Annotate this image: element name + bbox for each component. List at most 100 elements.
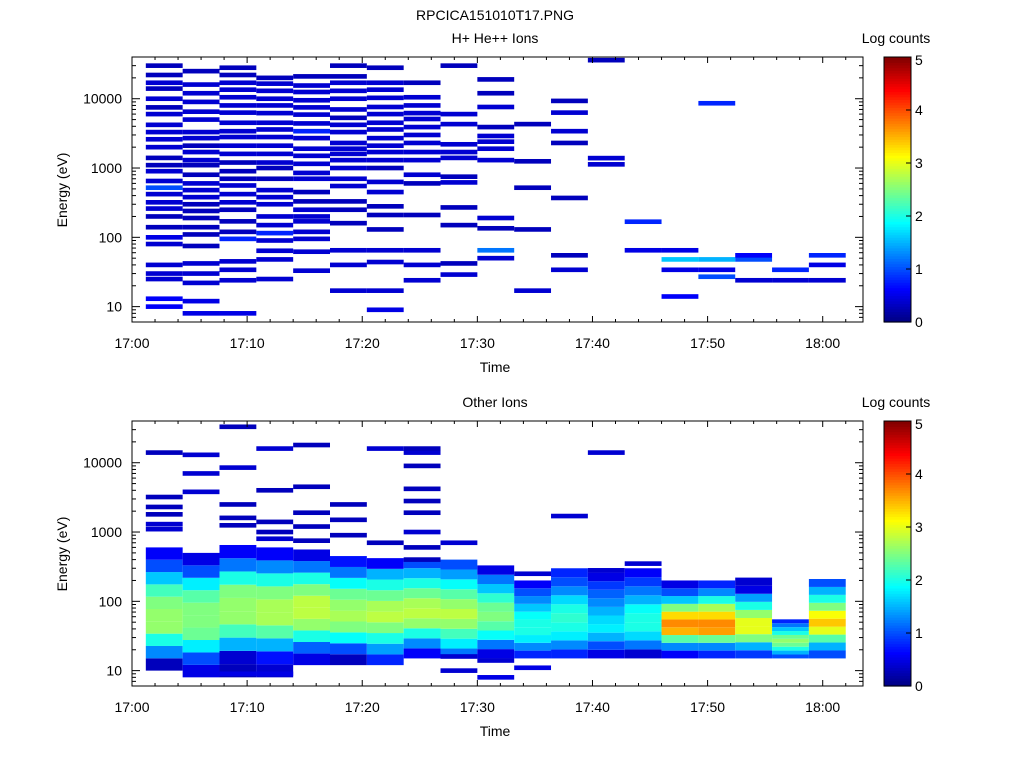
colorbar-segment (884, 574, 911, 578)
heatmap-cell (182, 172, 220, 178)
heatmap-cell (440, 205, 478, 210)
heatmap-cell (145, 168, 183, 174)
colorbar-segment (884, 316, 911, 320)
heatmap-cell (366, 127, 404, 132)
heatmap-cell (256, 638, 294, 652)
heatmap-cell (219, 207, 257, 213)
heatmap-cell (403, 628, 441, 639)
colorbar-segment (884, 614, 911, 618)
heatmap-cell (587, 589, 625, 599)
heatmap-cell (403, 103, 441, 108)
colorbar-segment (884, 529, 911, 533)
heatmap-cell (293, 97, 331, 103)
colorbar-tick-label: 3 (915, 519, 923, 535)
colorbar-segment (884, 492, 911, 496)
colorbar-segment (884, 237, 911, 241)
colorbar-segment (884, 582, 911, 586)
heatmap-cell (366, 600, 404, 612)
colorbar-segment (884, 466, 911, 470)
heatmap-cell (772, 634, 809, 639)
heatmap-cell (735, 257, 773, 262)
heatmap-cell (145, 136, 183, 142)
heatmap-cell (219, 200, 257, 205)
colorbar-segment (884, 421, 911, 425)
heatmap-cell (145, 494, 183, 500)
heatmap-cell (366, 212, 404, 218)
heatmap-cell (514, 635, 552, 643)
heatmap-cell (440, 261, 478, 266)
heatmap-cell (477, 90, 515, 96)
heatmap-cell (293, 595, 331, 608)
heatmap-cell (661, 650, 699, 659)
heatmap-cell (403, 545, 441, 550)
heatmap-cell (477, 215, 515, 221)
heatmap-cell (182, 208, 220, 214)
heatmap-cell (587, 606, 625, 616)
colorbar-segment (884, 62, 911, 66)
colorbar-segment (884, 91, 911, 95)
colorbar-segment (884, 648, 911, 653)
heatmap-cell (330, 517, 367, 523)
heatmap-cell (145, 609, 183, 622)
heatmap-cell (145, 144, 183, 150)
heatmap-cell (772, 623, 809, 628)
heatmap-cell (256, 446, 294, 451)
colorbar-label-h-he: Log counts (862, 30, 931, 46)
heatmap-cell (514, 596, 552, 604)
heatmap-cell (293, 538, 331, 543)
heatmap-cell (182, 99, 220, 105)
heatmap-cell (403, 557, 441, 562)
heatmap-cell (698, 619, 736, 628)
heatmap-cell (182, 90, 220, 96)
heatmap-cell (477, 574, 515, 584)
heatmap-cell (293, 268, 331, 274)
heatmap-cell (256, 586, 294, 600)
colorbar-segment (884, 471, 911, 475)
y-tick-label: 100 (99, 593, 123, 609)
heatmap-cell (145, 271, 183, 276)
colorbar-segment (884, 598, 911, 602)
heatmap-cell (182, 243, 220, 249)
colorbar-segment (884, 678, 911, 682)
colorbar-segment (884, 423, 911, 427)
heatmap-cell (366, 568, 404, 580)
heatmap-cell (403, 529, 441, 535)
colorbar-frame (883, 56, 912, 323)
colorbar-segment (884, 110, 911, 114)
x-tick-label: 17:00 (114, 699, 149, 715)
colorbar-segment (884, 308, 911, 312)
colorbar-frame (883, 420, 912, 687)
heatmap-cell (477, 133, 515, 139)
y-tick-label: 10000 (83, 455, 122, 471)
heatmap-cell (256, 120, 294, 126)
colorbar-segment (884, 593, 911, 597)
heatmap-cell (182, 664, 220, 678)
heatmap-cell (219, 584, 257, 598)
heatmap-cell (182, 201, 220, 207)
heatmap-cell (661, 588, 699, 597)
heatmap-cell (293, 607, 331, 619)
heatmap-cell (293, 618, 331, 631)
colorbar-segment (884, 680, 911, 684)
colorbar-segment (884, 128, 911, 132)
heatmap-cell (293, 128, 331, 134)
colorbar-segment (884, 221, 911, 225)
colorbar-segment (884, 141, 911, 146)
heatmap-cell (182, 224, 220, 230)
colorbar-segment (884, 205, 911, 209)
colorbar-segment (884, 274, 911, 278)
x-tick-label: 17:40 (575, 335, 610, 351)
axes-h-he: 17:00 17:10 17:20 17:30 17:40 17:50 18:00 10 100… (83, 56, 864, 351)
heatmap-cell (440, 180, 478, 185)
heatmap-cell (366, 120, 404, 126)
y-axis-label-other: Energy (eV) (54, 517, 70, 592)
heatmap-cell (551, 622, 588, 632)
heatmap-cell (145, 276, 183, 282)
heatmap-cell (219, 65, 257, 71)
heatmap-cell (219, 624, 257, 638)
heatmap-cell (735, 626, 773, 635)
x-tick-label: 17:30 (460, 335, 495, 351)
heatmap-cell (145, 191, 183, 197)
heatmap-cell (330, 532, 367, 538)
heatmap-cell (330, 183, 367, 189)
